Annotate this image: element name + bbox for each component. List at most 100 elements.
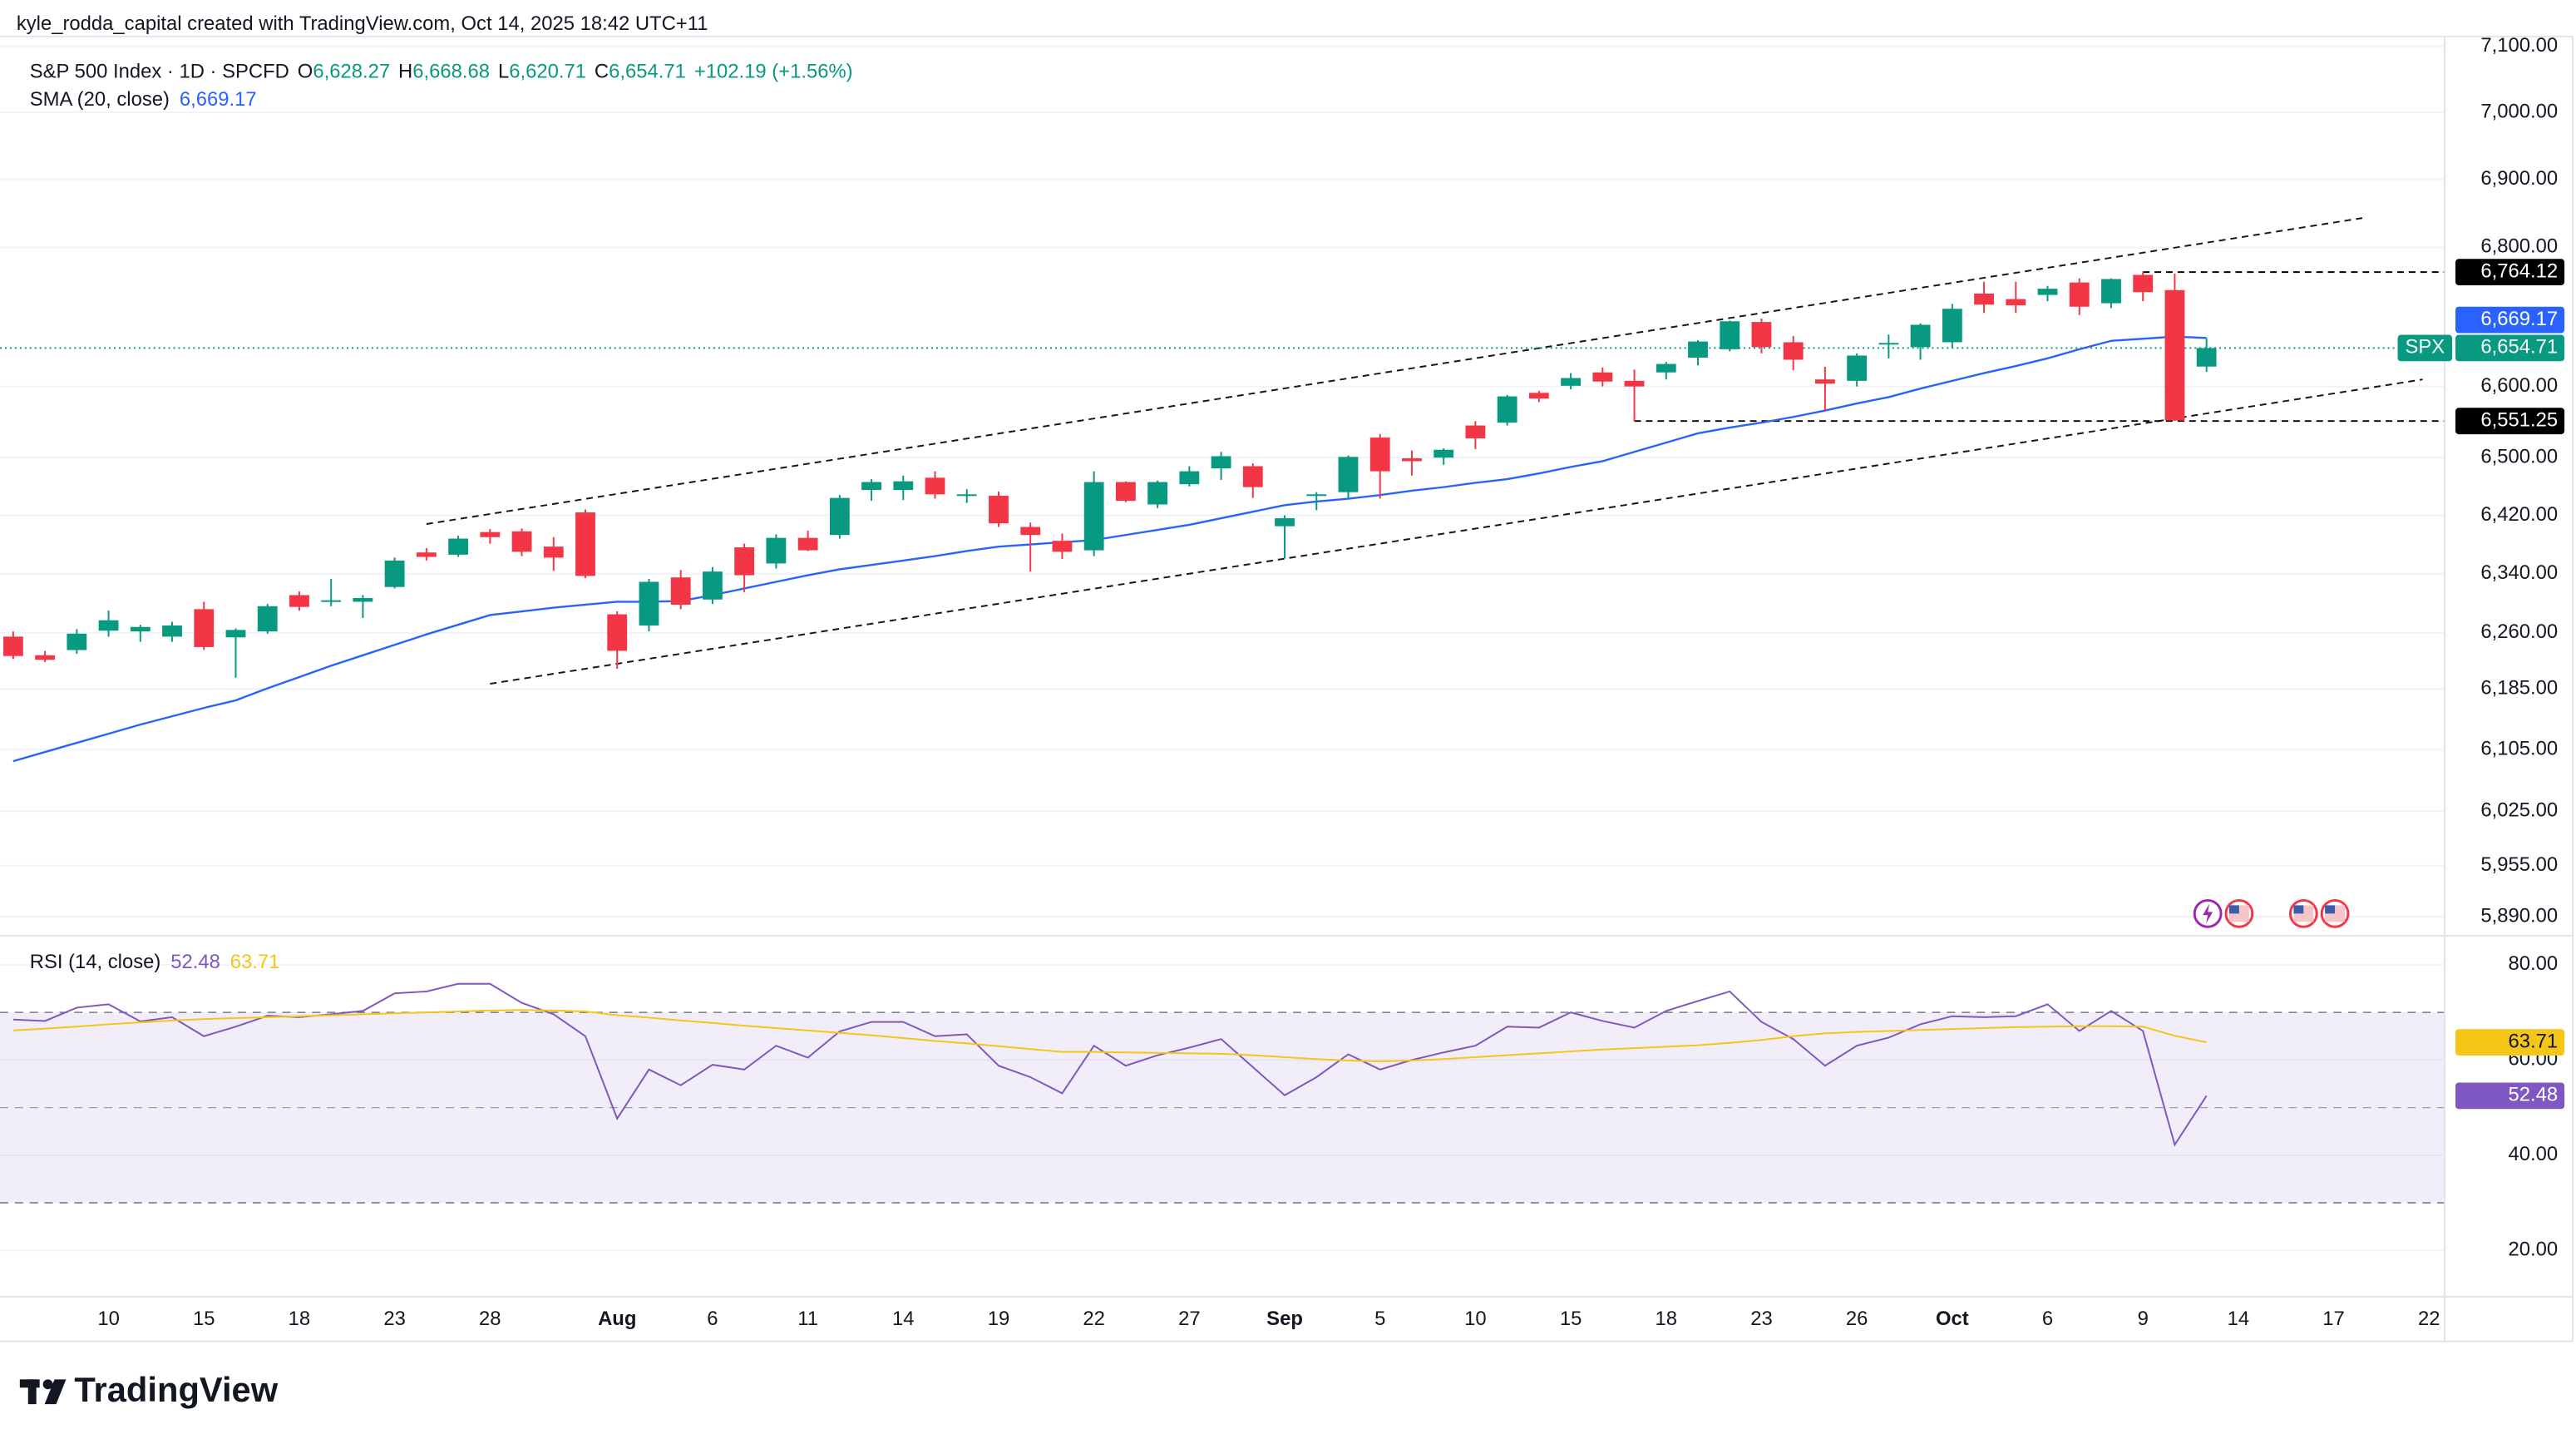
trendline [426, 217, 2363, 525]
candle-body [1561, 378, 1582, 386]
candle-body [639, 581, 659, 626]
logo-part [42, 1379, 53, 1390]
candle-body [353, 598, 373, 602]
candle-body [2133, 274, 2154, 293]
legend-item: S&P 500 Index · 1D · SPCFD [30, 61, 289, 83]
rsi-line [12, 982, 2208, 1147]
x-tick-label: 14 [892, 1308, 915, 1330]
candle-body [543, 546, 564, 558]
candle-body [1020, 527, 1041, 536]
close-flag-bg [2455, 334, 2565, 362]
candle-body [1434, 449, 1454, 458]
plot [0, 217, 2445, 1147]
candle-body [448, 538, 469, 555]
x-tick-label: 28 [479, 1308, 501, 1330]
rsi-flag: 63.71 [2509, 1030, 2559, 1052]
sma-flag: 6,669.17 [2480, 308, 2558, 330]
attribution: kyle_rodda_capital created with TradingV… [17, 12, 708, 35]
y-tick-label: 6,800.00 [2480, 235, 2558, 258]
sma-flag-bg [2455, 306, 2565, 334]
candle-body [194, 609, 215, 647]
x-tick-label: 23 [1750, 1308, 1773, 1330]
rsi-flag-bg [2455, 1082, 2565, 1110]
x-tick-label: 23 [383, 1308, 406, 1330]
candle-body [1147, 482, 1168, 505]
sma-line [12, 335, 2207, 763]
candle-body [670, 577, 691, 606]
x-tick-label: 11 [797, 1308, 818, 1330]
x-tick-label: 6 [2042, 1308, 2053, 1330]
y-tick-label: 7,000.00 [2480, 100, 2558, 122]
candle-body [766, 537, 787, 564]
event-icon[interactable] [2320, 898, 2350, 928]
candle-body [1242, 466, 1263, 487]
x-tick-label: 18 [1656, 1308, 1678, 1330]
y-tick-label: 6,900.00 [2480, 167, 2558, 190]
candle-body [1688, 341, 1708, 358]
x-tick-label: 9 [2138, 1308, 2149, 1330]
candle-body [1751, 322, 1772, 348]
candle-body [384, 560, 405, 587]
event-icon[interactable] [2288, 898, 2318, 928]
event-icon[interactable] [2224, 898, 2254, 928]
legend-item: RSI (14, close) [30, 951, 161, 973]
candle-body [257, 606, 278, 632]
x-tick-label: 22 [2418, 1308, 2440, 1330]
x-tick-label: 10 [97, 1308, 120, 1330]
y-tick-label: 5,955.00 [2480, 853, 2558, 876]
logo-part [44, 1379, 67, 1405]
candle-body [1878, 343, 1899, 345]
y-tick-label: 6,340.00 [2480, 561, 2558, 584]
candle-body [2164, 289, 2185, 421]
close-flag: 6,654.71 [2480, 336, 2558, 358]
candle-body [956, 494, 977, 497]
candle-body [98, 620, 119, 631]
x-tick-label: 6 [707, 1308, 718, 1330]
candle-body [1179, 471, 1200, 485]
legend-row: S&P 500 Index · 1D · SPCFD O6,628.27 H6,66… [30, 61, 853, 83]
candle-body [1592, 372, 1613, 382]
candle-body [35, 655, 56, 660]
candle-body [416, 552, 437, 557]
candle-body [1115, 482, 1136, 502]
candle-body [575, 512, 595, 576]
candle-body [829, 497, 850, 536]
legend-item: 63.71 [230, 951, 280, 973]
x-tick-label: 26 [1846, 1308, 1868, 1330]
x-tick-label: 18 [289, 1308, 311, 1330]
y-tick-label: 6,105.00 [2480, 738, 2558, 760]
candle-body [1211, 456, 1231, 469]
candle-body [289, 595, 309, 607]
legend-item: H [398, 61, 412, 83]
x-tick-label: Sep [1266, 1308, 1303, 1330]
x-tick-label: 5 [1374, 1308, 1385, 1330]
candle-body [2196, 348, 2217, 367]
candle-body [1497, 396, 1517, 423]
legend-item: C [595, 61, 609, 83]
legend-item: +102.19 (+1.56%) [694, 61, 853, 83]
candle-body [1369, 438, 1390, 472]
legend-item: 6,668.68 [412, 61, 490, 83]
symbol-tag: SPX [2405, 336, 2445, 358]
flag-canton [2293, 905, 2304, 914]
candle-body [2, 636, 23, 656]
x-tick-label: Aug [598, 1308, 636, 1330]
candle-body [2037, 289, 2058, 295]
level-flag: 6,764.12 [2480, 260, 2558, 282]
candle-body [2101, 279, 2121, 304]
x-tick-label: 14 [2228, 1308, 2250, 1330]
flag-canton [2228, 905, 2239, 914]
legend-row: RSI (14, close) 52.48 63.71 [30, 951, 280, 973]
candle-body [511, 531, 532, 552]
candle-body [861, 482, 881, 491]
brand-name: TradingView [74, 1370, 278, 1409]
logo-part [27, 1379, 37, 1405]
candle-body [1306, 494, 1327, 497]
legend-item: 6,669.17 [180, 89, 257, 111]
candle-body [607, 614, 628, 651]
level-flag-bg [2455, 408, 2565, 435]
grid [0, 45, 2445, 1252]
x-tick-label: 10 [1464, 1308, 1487, 1330]
